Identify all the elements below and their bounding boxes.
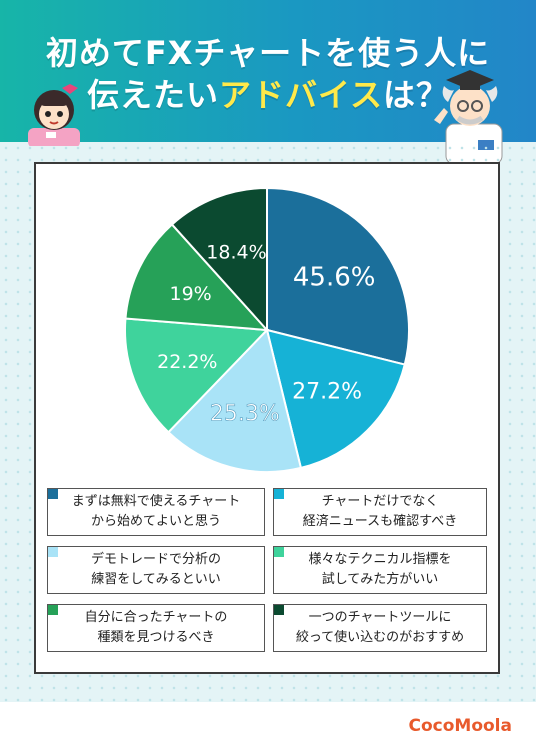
legend-item-6: 一つのチャートツールに 絞って使い込むのがおすすめ	[273, 604, 487, 652]
title-line-2-pre: 伝えたい	[86, 76, 219, 114]
legend-swatch-1	[48, 489, 58, 499]
legend-item-3-line2: 練習をしてみるといい	[91, 572, 221, 587]
pie-slice-5	[124, 223, 270, 332]
legend-item-5-line2: 種類を見つけるべき	[97, 630, 215, 645]
pie-slice-3	[167, 328, 303, 473]
legend-item-3: デモトレードで分析の 練習をしてみるといい	[47, 546, 265, 594]
legend-item-2-line2: 経済ニュースも確認すべき	[302, 514, 458, 529]
legend-swatch-5	[48, 605, 58, 615]
pie-slice-4	[124, 317, 270, 434]
pie-label-6: 18.4%	[206, 241, 266, 263]
pie-label-2: 27.2%	[292, 379, 362, 404]
legend-item-2: チャートだけでなく 経済ニュースも確認すべき	[273, 488, 487, 536]
pie-chart: 45.6% 27.2% 25.3% 22.2% 19% 18.4%	[124, 186, 410, 473]
legend-item-2-line1: チャートだけでなく	[321, 494, 439, 509]
legend-item-4: 様々なテクニカル指標を 試してみた方がいい	[273, 546, 487, 594]
title-line-2-post: は？	[383, 76, 450, 114]
legend-item-1-line2: から始めてよいと思う	[90, 514, 221, 529]
chart-card: 45.6% 27.2% 25.3% 22.2% 19% 18.4% まずは無料で使えるチャ…	[34, 162, 500, 674]
footer	[0, 702, 536, 750]
legend-swatch-3	[48, 547, 58, 557]
header-banner	[0, 0, 536, 142]
legend-swatch-4	[274, 547, 284, 557]
legend-item-6-line2: 絞って使い込むのがおすすめ	[295, 630, 465, 645]
legend-item-1-line1: まずは無料で使えるチャート	[71, 494, 241, 509]
legend-item-4-line2: 試してみた方がいい	[321, 572, 439, 587]
pie-slice-1	[266, 186, 410, 366]
title-line-1: 初めてFXチャートを使う人に	[45, 34, 491, 72]
legend-item-3-line1: デモトレードで分析の	[90, 552, 221, 567]
pie-label-5: 19%	[170, 283, 212, 305]
legend-swatch-2	[274, 489, 284, 499]
title-highlight: アドバイス	[218, 76, 384, 114]
cocomoola-logo: CocoMoola	[408, 716, 513, 736]
pie-slice-6	[170, 186, 268, 333]
legend-swatch-6	[274, 605, 284, 615]
girl-character-icon	[28, 84, 80, 146]
legend-item-5-line1: 自分に合ったチャートの	[84, 610, 228, 625]
pie-label-3: 25.3%	[210, 401, 280, 426]
legend-item-4-line1: 様々なテクニカル指標を	[308, 552, 452, 567]
legend-item-5: 自分に合ったチャートの 種類を見つけるべき	[47, 604, 265, 652]
legend-item-1: まずは無料で使えるチャート から始めてよいと思う	[47, 488, 265, 536]
legend-item-6-line1: 一つのチャートツールに	[308, 610, 452, 625]
title-line-2: 伝えたいアドバイスは？	[0, 70, 536, 116]
pie-label-1: 45.6%	[293, 263, 376, 293]
pie-slice-2	[265, 328, 406, 470]
pie-label-4: 22.2%	[157, 351, 217, 373]
